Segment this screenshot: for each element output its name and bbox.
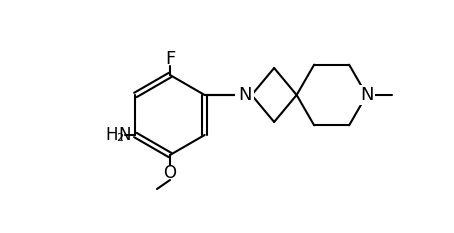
Text: H: H: [105, 126, 118, 144]
Text: 2: 2: [116, 133, 123, 143]
Text: N: N: [238, 86, 252, 104]
Text: N: N: [238, 86, 252, 104]
Text: F: F: [165, 50, 175, 68]
Text: N: N: [360, 86, 373, 104]
Text: N: N: [118, 126, 131, 144]
Text: O: O: [163, 164, 177, 182]
